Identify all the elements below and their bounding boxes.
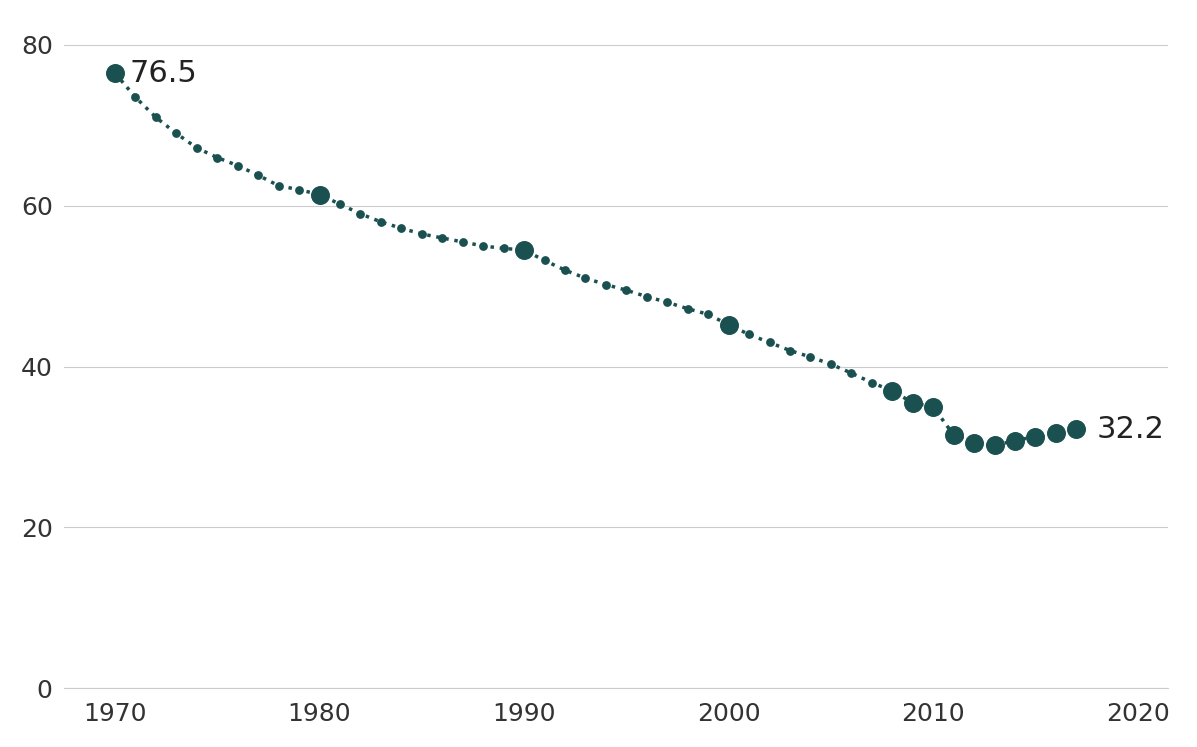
Text: 32.2: 32.2 [1096, 415, 1165, 444]
Point [126, 91, 145, 103]
Point [249, 170, 268, 182]
Point [1067, 424, 1086, 436]
Point [596, 279, 615, 291]
Point [637, 291, 656, 303]
Point [740, 329, 759, 341]
Point [310, 188, 329, 200]
Point [1005, 435, 1025, 447]
Point [924, 401, 943, 413]
Point [207, 152, 226, 164]
Point [944, 429, 964, 441]
Point [719, 319, 739, 331]
Point [576, 272, 595, 284]
Point [391, 223, 411, 235]
Point [351, 208, 370, 220]
Point [985, 439, 1004, 451]
Text: 76.5: 76.5 [129, 58, 198, 87]
Point [412, 228, 431, 240]
Point [535, 255, 554, 267]
Point [515, 244, 534, 256]
Point [371, 216, 390, 228]
Point [1046, 427, 1065, 439]
Point [555, 264, 575, 276]
Point [290, 184, 309, 196]
Point [780, 344, 800, 356]
Point [454, 236, 473, 248]
Point [760, 336, 779, 348]
Point [841, 367, 861, 379]
Point [882, 385, 901, 397]
Point [330, 198, 350, 210]
Point [965, 437, 984, 449]
Point [229, 160, 248, 172]
Point [616, 285, 636, 297]
Point [904, 397, 923, 409]
Point [862, 376, 881, 388]
Point [494, 243, 514, 255]
Point [474, 240, 493, 252]
Point [105, 67, 124, 79]
Point [1026, 430, 1045, 442]
Point [801, 351, 820, 363]
Point [187, 142, 206, 154]
Point [146, 111, 165, 123]
Point [432, 232, 451, 244]
Point [269, 180, 288, 192]
Point [166, 128, 186, 140]
Point [699, 309, 718, 320]
Point [821, 359, 840, 371]
Point [657, 297, 676, 309]
Point [679, 303, 698, 314]
